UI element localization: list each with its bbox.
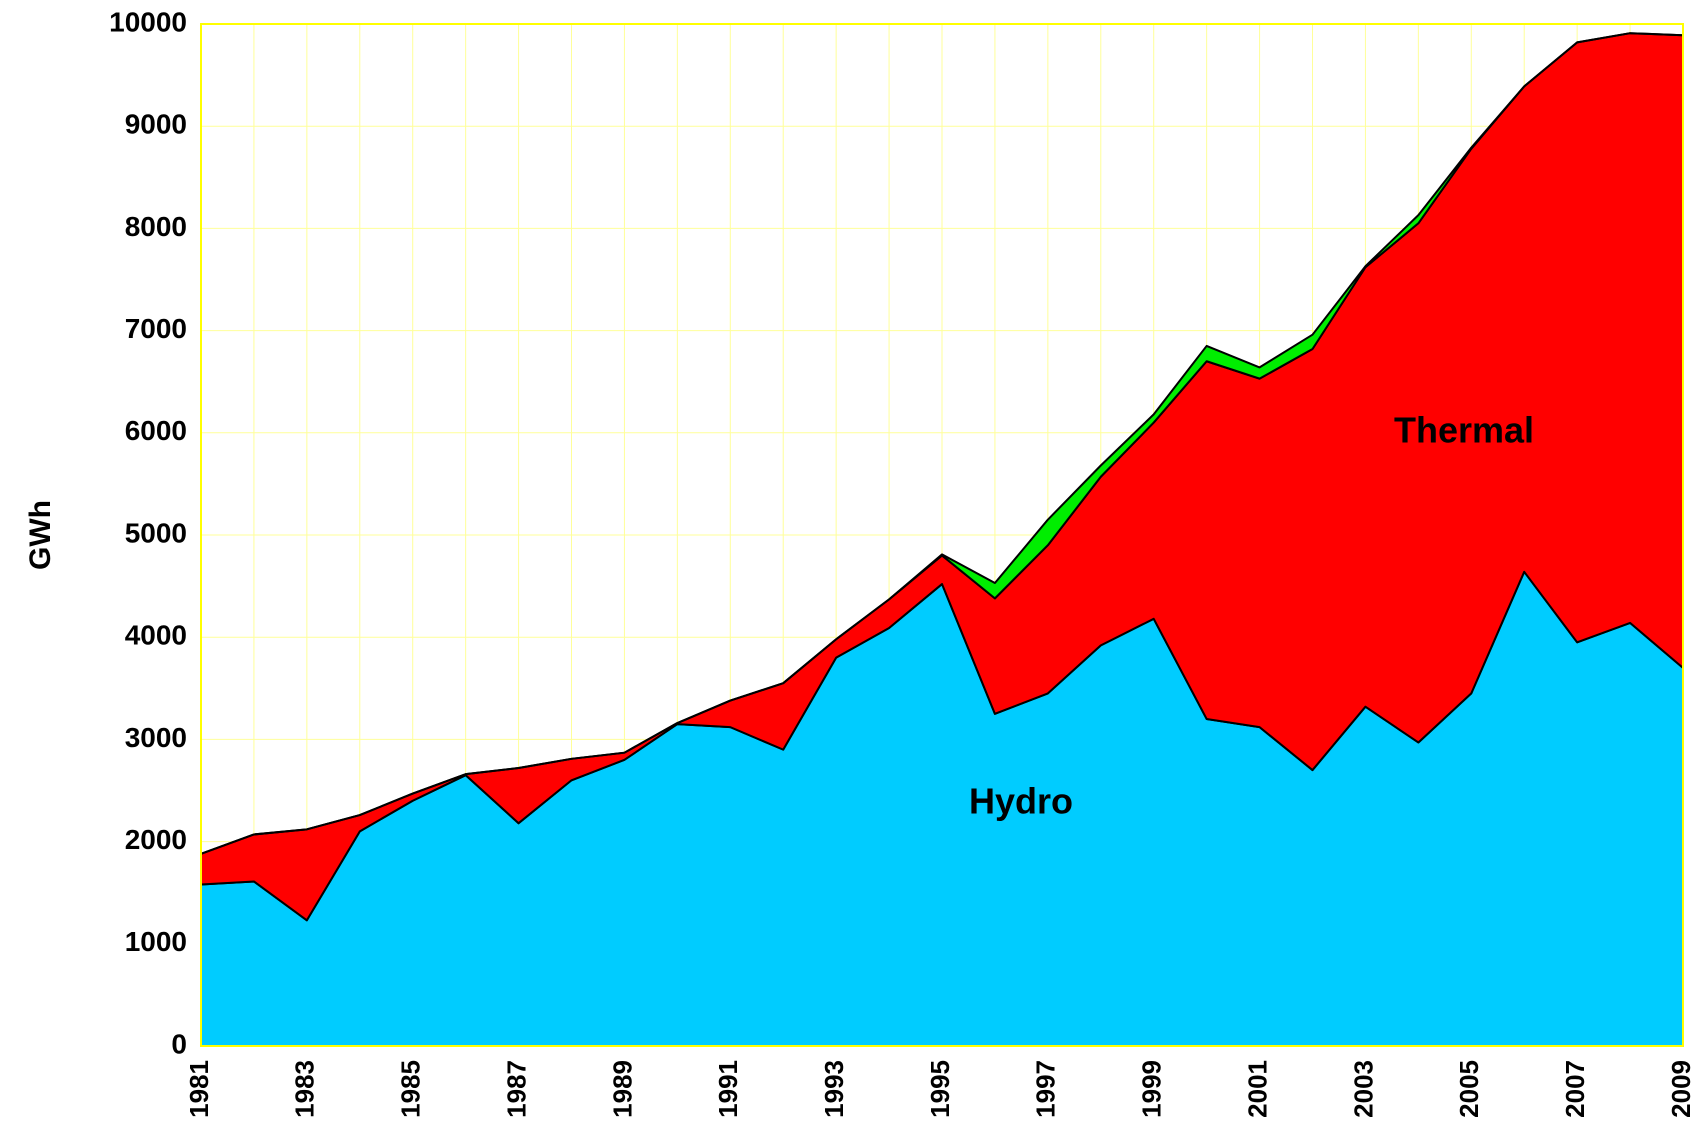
y-tick-label: 4000	[125, 620, 187, 651]
x-tick-label: 2001	[1242, 1060, 1272, 1118]
x-tick-label: 1999	[1137, 1060, 1167, 1118]
y-tick-label: 1000	[125, 926, 187, 957]
x-tick-label: 1995	[925, 1060, 955, 1118]
x-tick-label: 1997	[1031, 1060, 1061, 1118]
x-tick-label: 1987	[501, 1060, 531, 1118]
x-tick-label: 1991	[713, 1060, 743, 1118]
x-tick-label: 1981	[184, 1060, 214, 1118]
y-tick-label: 2000	[125, 824, 187, 855]
series-label: Thermal	[1394, 410, 1534, 451]
y-tick-label: 7000	[125, 313, 187, 344]
y-tick-label: 0	[171, 1028, 187, 1059]
series-label: Hydro	[969, 781, 1073, 822]
x-tick-label: 2003	[1348, 1060, 1378, 1118]
plot-frame	[200, 23, 1684, 1047]
x-tick-label: 1993	[819, 1060, 849, 1118]
x-tick-label: 2009	[1666, 1060, 1694, 1118]
x-tick-label: 1985	[396, 1060, 426, 1118]
y-tick-label: 10000	[109, 6, 187, 37]
y-tick-label: 3000	[125, 722, 187, 753]
y-tick-label: 9000	[125, 109, 187, 140]
y-tick-label: 5000	[125, 517, 187, 548]
x-tick-label: 1989	[607, 1060, 637, 1118]
y-tick-label: 6000	[125, 415, 187, 446]
x-tick-label: 1983	[290, 1060, 320, 1118]
x-tick-label: 2007	[1560, 1060, 1590, 1118]
x-tick-label: 2005	[1454, 1060, 1484, 1118]
y-tick-label: 8000	[125, 211, 187, 242]
y-axis-label: GWh	[24, 500, 57, 570]
